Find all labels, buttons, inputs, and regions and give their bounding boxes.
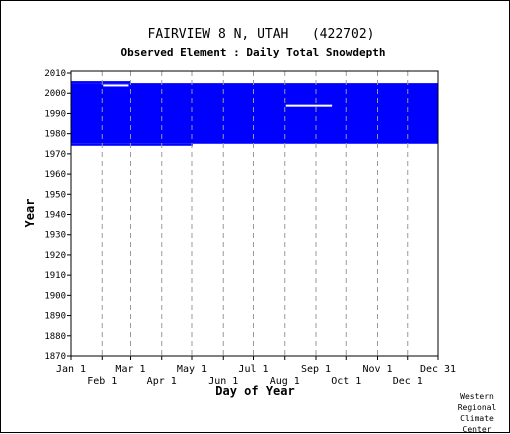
x-tick-label: Nov 1: [362, 364, 392, 375]
x-tick-label: Jul 1: [238, 364, 268, 375]
x-axis-label: Day of Year: [215, 384, 294, 398]
x-tick-label: Mar 1: [115, 364, 145, 375]
y-tick-label: 1870: [44, 352, 66, 362]
y-tick-label: 1990: [44, 109, 66, 119]
x-tick-label: Jun 1: [208, 376, 238, 387]
y-tick-label: 1960: [44, 170, 66, 180]
x-tick-label: Sep 1: [301, 364, 331, 375]
y-tick-label: 1890: [44, 312, 66, 322]
data-block: [71, 83, 438, 144]
axes: 1870 1880 1890 1900 1910 1920 1930 1940 1950 1960…: [44, 69, 456, 387]
y-tick-label: 1950: [44, 190, 66, 200]
data-gap: [103, 84, 129, 87]
y-tick-label: 2000: [44, 89, 66, 99]
credit-line-2: Regional: [458, 403, 497, 412]
y-tick-label: 1920: [44, 251, 66, 261]
y-tick-label: 1910: [44, 271, 66, 281]
x-tick-label: May 1: [177, 364, 207, 375]
plot-area: [71, 71, 438, 356]
y-tick-label: 1880: [44, 332, 66, 342]
credit-line-1: Western: [460, 392, 494, 401]
y-tick-label: 1900: [44, 291, 66, 301]
x-tick-label: Aug 1: [270, 376, 300, 387]
plot-border: [70, 70, 439, 357]
x-tick-label: Dec 31: [420, 364, 456, 375]
x-tick-label: Dec 1: [393, 376, 423, 387]
data-block: [71, 81, 131, 84]
credit-block: Western Regional Climate Center: [458, 392, 497, 434]
credit-line-4: Center: [463, 425, 492, 434]
y-tick-label: 1930: [44, 231, 66, 241]
x-tick-label: Oct 1: [331, 376, 361, 387]
data-gap: [285, 104, 333, 107]
y-tick-label: 1980: [44, 130, 66, 140]
x-tick-label: Apr 1: [147, 376, 177, 387]
y-tick-label: 2010: [44, 69, 66, 79]
y-tick-label: 1940: [44, 211, 66, 221]
credit-line-3: Climate: [460, 414, 494, 423]
y-tick-label: 1970: [44, 150, 66, 160]
chart-subtitle: Observed Element : Daily Total Snowdepth: [121, 46, 386, 59]
x-tick-label: Jan 1: [56, 364, 86, 375]
y-axis-label: Year: [23, 199, 37, 228]
data-block: [71, 143, 193, 146]
x-tick-label: Feb 1: [87, 376, 117, 387]
chart-title: FAIRVIEW 8 N, UTAH (422702): [148, 27, 375, 42]
